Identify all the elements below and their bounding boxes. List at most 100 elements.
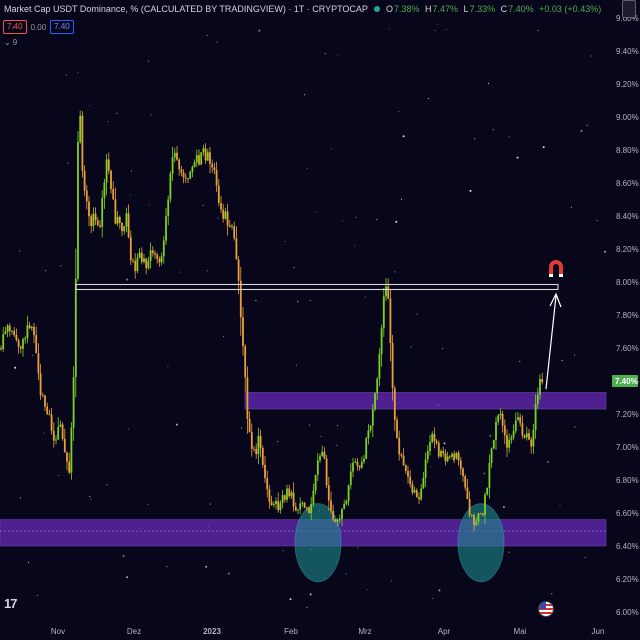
star (60, 265, 62, 267)
candle-body (448, 456, 451, 458)
x-tick-label: Apr (438, 627, 451, 636)
sell-button[interactable]: 7.40 (3, 20, 27, 34)
candle-body (519, 417, 522, 424)
flag-icon[interactable] (538, 601, 554, 617)
candle-body (475, 521, 478, 525)
indicators-toggle[interactable]: ⌄ 9 (4, 38, 17, 47)
candle-body (528, 433, 530, 440)
star (14, 366, 17, 369)
candle-body (347, 485, 350, 502)
chart-legend: Market Cap USDT Dominance, % (CALCULATED… (4, 2, 604, 16)
star (488, 83, 490, 85)
candle-body (72, 377, 75, 428)
candle-body (486, 487, 489, 495)
candle-body (532, 429, 535, 447)
candle-body (123, 226, 126, 232)
candle-body (127, 213, 130, 238)
candle-body (77, 141, 79, 279)
star (364, 296, 366, 298)
candle-body (266, 478, 269, 490)
y-tick-label: 9.00% (616, 113, 639, 122)
star (43, 432, 45, 434)
star (432, 597, 434, 600)
candle-body (19, 346, 22, 349)
candle-body (396, 419, 398, 438)
candle-body (459, 460, 462, 469)
candle-body (165, 216, 167, 241)
star (574, 426, 576, 428)
candle-body (330, 500, 332, 511)
candle-body (323, 451, 326, 459)
star (441, 348, 444, 350)
low-label: L (463, 4, 469, 14)
candle-body (281, 495, 284, 504)
candle-body (61, 424, 64, 439)
candle-body (198, 155, 200, 165)
star (147, 503, 149, 505)
candle-body (88, 201, 90, 217)
star (77, 72, 79, 74)
candle-body (231, 226, 233, 227)
candle-body (50, 414, 53, 431)
star (537, 29, 539, 32)
candle-body (125, 213, 128, 227)
star (366, 588, 368, 591)
candle-body (446, 456, 449, 462)
candle-body (429, 442, 431, 452)
candle-body (495, 422, 497, 441)
candle-body (103, 182, 106, 198)
x-tick-label: Jun (592, 627, 605, 636)
candle-body (129, 237, 132, 261)
candle-body (63, 438, 66, 453)
candle-body (222, 209, 225, 219)
candle-body (327, 485, 330, 501)
buy-button[interactable]: 7.40 (50, 20, 74, 34)
candle-body (420, 488, 423, 500)
star (303, 94, 305, 96)
candle-body (378, 354, 381, 379)
star (122, 555, 125, 557)
star (398, 111, 400, 113)
candle-body (387, 286, 390, 299)
candle-body (382, 296, 385, 329)
star (483, 472, 486, 475)
candle-body (292, 492, 295, 507)
star (308, 424, 311, 426)
candle-body (55, 439, 57, 441)
y-tick-label: 7.80% (616, 311, 639, 320)
candle-body (418, 497, 420, 500)
candle-body (275, 500, 277, 505)
y-axis-panel (610, 0, 640, 640)
candle-body (259, 435, 262, 448)
candle-body (268, 489, 271, 502)
candle-body (530, 439, 533, 447)
candle-body (343, 504, 346, 509)
candle-body (424, 459, 427, 478)
star (489, 434, 492, 437)
star (437, 23, 439, 25)
scale-settings-button[interactable] (622, 0, 636, 18)
candle-body (426, 451, 429, 460)
candle-body (305, 507, 308, 509)
flag-graphic (539, 602, 553, 616)
candle-body (202, 148, 205, 153)
star (148, 60, 150, 62)
star (209, 503, 211, 505)
symbol-title[interactable]: Market Cap USDT Dominance, % (CALCULATED… (4, 4, 368, 14)
star (394, 271, 396, 273)
candle-body (90, 216, 93, 227)
star (130, 194, 132, 196)
candle-body (70, 427, 73, 473)
star (166, 566, 168, 568)
candle-body (57, 426, 60, 440)
star (354, 245, 356, 247)
candle-body (367, 430, 370, 439)
candle-body (6, 325, 9, 332)
candle-body (451, 453, 453, 457)
candle-body (338, 518, 341, 521)
candle-body (92, 213, 95, 227)
high-value: 7.47% (432, 4, 459, 14)
candle-body (149, 250, 152, 261)
star (559, 504, 561, 506)
